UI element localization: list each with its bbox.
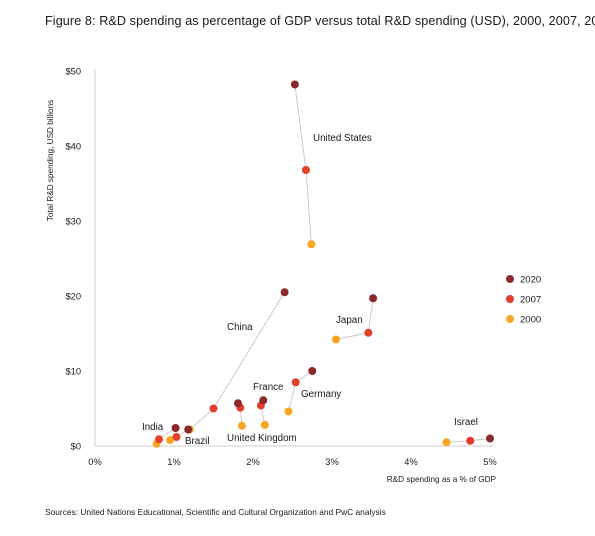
point-france-2020: [259, 396, 268, 405]
axes: $0 $10 $20 $30 $40 $50 0% 1% 2% 3% 4% 5% R&D spendin…: [46, 67, 497, 485]
country-labels: United States China Japan Germany France Unit…: [142, 133, 478, 447]
source-note: Sources: United Nations Educational, Sci…: [45, 507, 386, 517]
connector-united-states: [294, 84, 307, 171]
label-brazil: Brazil: [185, 436, 210, 447]
chart-title: Figure 8: R&D spending as percentage of …: [45, 14, 595, 28]
label-france: France: [253, 382, 284, 393]
point-united-kingdom-2020: [233, 399, 242, 408]
point-united-kingdom-2000: [237, 421, 246, 430]
legend: 2020 2007 2000: [506, 275, 541, 326]
label-china: China: [227, 322, 253, 333]
connector-japan: [367, 298, 374, 333]
y-tick-label: $50: [65, 67, 81, 77]
point-brazil-2020: [184, 425, 193, 434]
x-tick-label: 2%: [246, 457, 259, 467]
label-japan: Japan: [336, 315, 363, 326]
x-tick-label: 4%: [404, 457, 417, 467]
point-germany-2000: [284, 407, 293, 416]
x-tick-label: 0%: [88, 457, 101, 467]
y-tick-label: $30: [65, 217, 81, 227]
point-china-2020: [280, 288, 289, 297]
point-brazil-2007: [172, 433, 181, 441]
y-axis-title: Total R&D spending, USD billions: [46, 100, 55, 222]
legend-marker-2020: [506, 275, 514, 283]
point-israel-2020: [486, 434, 494, 443]
x-tick-label: 1%: [167, 457, 180, 467]
legend-label-2000: 2000: [520, 315, 541, 326]
point-india-2020: [171, 424, 180, 432]
legend-marker-2007: [506, 295, 514, 303]
label-israel: Israel: [454, 417, 478, 428]
point-japan-2020: [369, 294, 378, 303]
data-points: [152, 80, 494, 448]
legend-label-2007: 2007: [520, 295, 541, 306]
point-israel-2000: [442, 438, 451, 447]
x-tick-label: 5%: [483, 457, 496, 467]
label-united-states: United States: [313, 133, 372, 144]
point-germany-2020: [308, 367, 317, 375]
point-china-2007: [209, 404, 218, 413]
point-united-states-2007: [301, 166, 310, 174]
y-tick-label: $20: [65, 292, 81, 302]
point-united-states-2020: [290, 80, 299, 89]
connector-china: [213, 292, 285, 409]
connector-japan: [335, 332, 369, 340]
y-tick-label: $0: [71, 442, 81, 452]
point-israel-2007: [466, 436, 475, 445]
point-japan-2000: [331, 335, 340, 344]
point-united-states-2000: [307, 240, 316, 249]
y-tick-label: $40: [65, 142, 81, 152]
legend-label-2020: 2020: [520, 275, 541, 286]
connector-germany: [288, 382, 297, 412]
connector-united-states: [305, 169, 312, 245]
point-india-2007: [154, 435, 163, 444]
label-united-kingdom: United Kingdom: [227, 433, 297, 444]
x-tick-label: 3%: [325, 457, 338, 467]
point-brazil-2000: [166, 436, 175, 444]
legend-marker-2000: [506, 315, 514, 323]
point-japan-2007: [364, 328, 373, 337]
label-india: India: [142, 422, 164, 433]
point-france-2000: [260, 421, 269, 429]
x-axis-title: R&D spending as a % of GDP: [387, 475, 497, 484]
connector-china: [189, 408, 214, 430]
label-germany: Germany: [301, 389, 341, 400]
y-tick-label: $10: [65, 367, 81, 377]
point-germany-2007: [291, 378, 300, 387]
